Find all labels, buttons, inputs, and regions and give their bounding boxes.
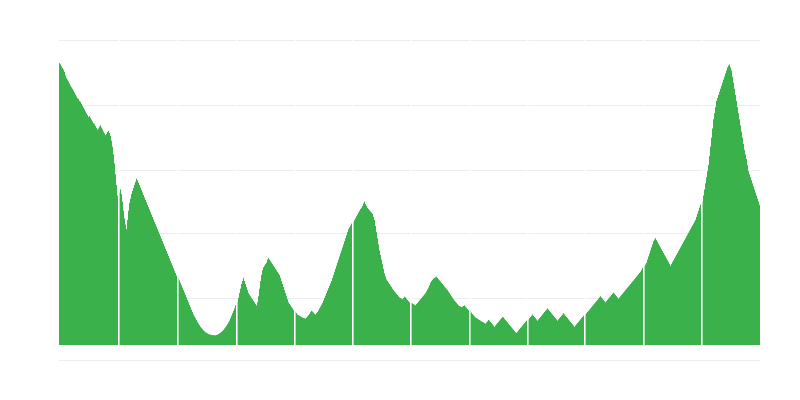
period-separators-group — [118, 30, 703, 345]
period-separator — [294, 30, 296, 345]
period-separator — [701, 30, 703, 345]
gridline — [59, 298, 760, 299]
period-separator — [118, 30, 120, 345]
period-separator — [236, 30, 238, 345]
gridline — [59, 233, 760, 234]
area-series-path — [59, 63, 760, 346]
gridline — [59, 105, 760, 106]
period-separator — [177, 30, 179, 345]
period-separator — [410, 30, 412, 345]
period-separator — [643, 30, 645, 345]
gridline — [59, 170, 760, 171]
gridline — [59, 360, 760, 361]
gridline — [59, 40, 760, 41]
period-separator — [469, 30, 471, 345]
period-separator — [584, 30, 586, 345]
period-separator — [527, 30, 529, 345]
period-separator — [352, 30, 354, 345]
